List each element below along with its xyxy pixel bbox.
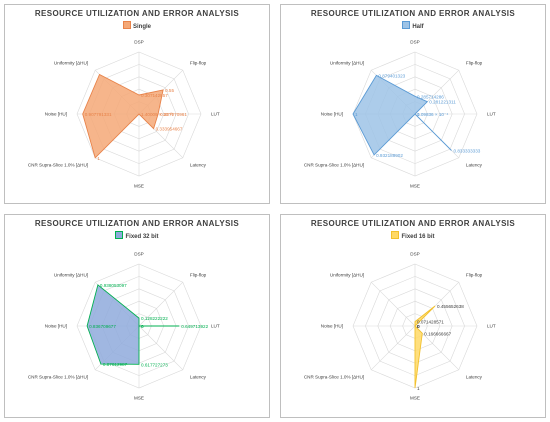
chart-title: RESOURCE UTILIZATION AND ERROR ANALYSIS xyxy=(34,219,240,228)
category-label: Uniformity [ΔHU] xyxy=(54,273,88,278)
data-label: 1.09836 × 10⁻⁴ xyxy=(417,112,448,117)
category-label: Flip-flop xyxy=(466,61,483,66)
data-label: 1 xyxy=(355,112,358,117)
category-label: Noise [HU] xyxy=(321,324,343,329)
data-label: 0.333954667 xyxy=(156,127,183,132)
legend-label: Fixed 32 bit xyxy=(125,234,159,240)
data-label: 0 xyxy=(417,112,420,117)
grid-spoke xyxy=(138,325,184,371)
category-label: MSE xyxy=(410,184,420,189)
category-label: Noise [HU] xyxy=(45,112,67,117)
data-label: 0 xyxy=(141,324,144,329)
data-label: 1 xyxy=(417,386,420,391)
category-label: CNR Supra-Slice 1.0% [ΔHU] xyxy=(304,374,364,379)
category-label: Uniformity [ΔHU] xyxy=(330,61,364,66)
category-label: DSP xyxy=(410,252,419,257)
category-label: LUT xyxy=(487,324,496,329)
legend-label: Fixed 16 bit xyxy=(401,234,435,240)
radar-chart-half: DSP Flip-flop LUT Latency MSE CNR Supra-Slice… xyxy=(304,40,496,189)
chart-legend: Single xyxy=(5,21,269,30)
data-label: 0 xyxy=(417,324,420,329)
data-label: 0.617727273 xyxy=(141,362,168,367)
chart-title: RESOURCE UTILIZATION AND ERROR ANALYSIS xyxy=(310,9,516,18)
data-label: 1 xyxy=(97,156,100,161)
category-label: CNR Supra-Slice 1.0% [ΔHU] xyxy=(28,162,88,167)
data-label: 0 xyxy=(417,324,420,329)
chart-panel-single: RESOURCE UTILIZATION AND ERROR ANALYSIS … xyxy=(4,4,270,204)
grid-spoke xyxy=(138,281,184,327)
category-label: Latency xyxy=(466,162,483,167)
legend-swatch xyxy=(402,21,411,29)
data-label: 0.455652638 xyxy=(437,304,464,309)
chart-legend: Fixed 32 bit xyxy=(5,231,269,240)
chart-title: RESOURCE UTILIZATION AND ERROR ANALYSIS xyxy=(310,219,516,228)
data-label: 0.307142857 xyxy=(141,93,168,98)
data-label: 0.128222222 xyxy=(141,316,168,321)
data-label: 0.938053097 xyxy=(100,283,127,288)
category-label: Uniformity [ΔHU] xyxy=(54,61,88,66)
data-label: 0.932188902 xyxy=(376,153,403,158)
series-area xyxy=(82,73,164,159)
category-label: LUT xyxy=(211,112,220,117)
data-label: 0.833333333 xyxy=(454,149,481,154)
data-label: 0 xyxy=(141,324,144,329)
radar-chart-fixed32: DSP Flip-flop LUT Latency MSE CNR Supra-Slice… xyxy=(28,252,220,401)
category-label: Latency xyxy=(190,162,207,167)
data-label: 0 xyxy=(417,324,420,329)
legend-swatch xyxy=(391,231,400,239)
category-label: MSE xyxy=(410,396,420,401)
data-label: 0.879401323 xyxy=(378,73,405,78)
chart-legend: Half xyxy=(281,21,545,30)
chart-legend: Fixed 16 bit xyxy=(281,231,545,240)
legend-label: Half xyxy=(412,24,424,30)
category-label: CNR Supra-Slice 1.0% [ΔHU] xyxy=(304,162,364,167)
legend-swatch xyxy=(122,21,131,29)
category-label: Flip-flop xyxy=(466,273,483,278)
data-label: 0.307270961 xyxy=(160,112,187,117)
category-label: MSE xyxy=(134,396,144,401)
category-label: DSP xyxy=(134,40,143,45)
data-label: 0 xyxy=(417,324,420,329)
category-label: Uniformity [ΔHU] xyxy=(330,273,364,278)
grid-spoke xyxy=(370,281,416,327)
series-area xyxy=(414,305,436,389)
chart-panel-half: RESOURCE UTILIZATION AND ERROR ANALYSIS … xyxy=(280,4,546,204)
chart-panel-fixed32: RESOURCE UTILIZATION AND ERROR ANALYSIS … xyxy=(4,214,270,418)
category-label: Noise [HU] xyxy=(45,324,67,329)
data-label: 0.285714286 xyxy=(417,94,444,99)
series-area xyxy=(352,74,452,156)
data-label: 0.166666667 xyxy=(424,331,451,336)
category-label: Noise [HU] xyxy=(321,112,343,117)
category-label: DSP xyxy=(410,40,419,45)
radar-chart-fixed16: DSP Flip-flop LUT Latency MSE CNR Supra-Slice… xyxy=(304,252,496,401)
category-label: Latency xyxy=(466,374,483,379)
data-label: 0.281221311 xyxy=(429,100,456,105)
data-label: 0.87012987 xyxy=(103,362,128,367)
chart-title: RESOURCE UTILIZATION AND ERROR ANALYSIS xyxy=(34,9,240,18)
data-label: 0.649713922 xyxy=(181,324,208,329)
radar-chart-single: DSP Flip-flop LUT Latency MSE CNR Supra-Slice… xyxy=(28,40,220,189)
data-label: 0.071428571 xyxy=(417,320,444,325)
grid-spoke xyxy=(370,325,416,371)
chart-panel-fixed16: RESOURCE UTILIZATION AND ERROR ANALYSIS … xyxy=(280,214,546,418)
legend-label: Single xyxy=(132,24,151,30)
category-label: LUT xyxy=(211,324,220,329)
category-label: Flip-flop xyxy=(190,273,207,278)
data-label: 0.907791331 xyxy=(85,112,112,117)
category-label: MSE xyxy=(134,184,144,189)
data-label: 1.40009 × 10⁻²¹ xyxy=(141,112,174,117)
category-label: LUT xyxy=(487,112,496,117)
series-area xyxy=(86,284,180,365)
legend-swatch xyxy=(115,231,124,239)
data-label: 0.55 xyxy=(165,88,174,93)
category-label: Latency xyxy=(190,374,207,379)
category-label: Flip-flop xyxy=(190,61,207,66)
data-label: 0.836709677 xyxy=(89,324,116,329)
category-label: DSP xyxy=(134,252,143,257)
category-label: CNR Supra-Slice 1.0% [ΔHU] xyxy=(28,374,88,379)
